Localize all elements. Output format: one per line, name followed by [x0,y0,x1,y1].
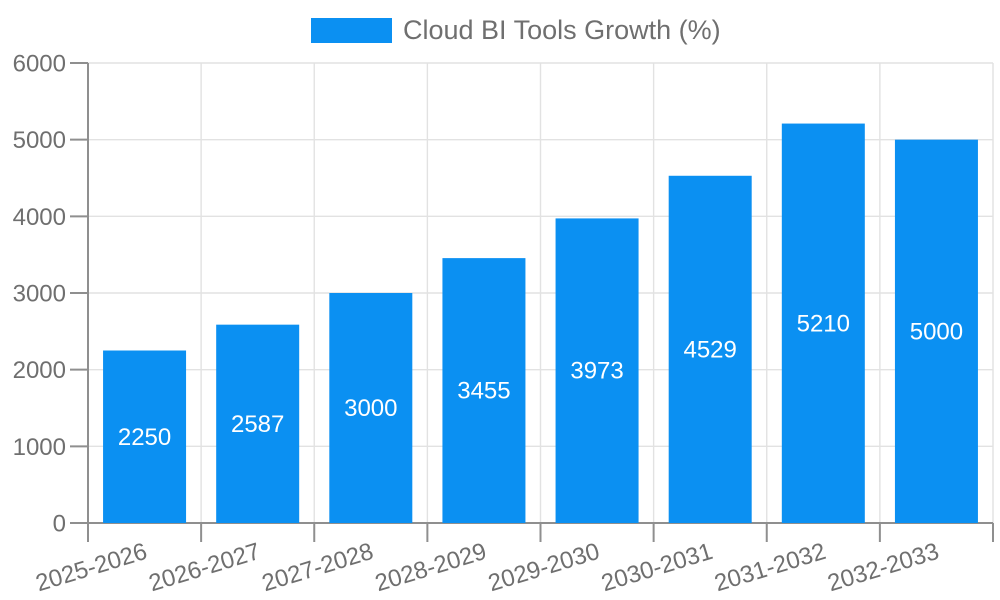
bar-value-label: 2250 [118,424,171,451]
bar-value-label: 5000 [910,318,963,345]
x-tick-label: 2025-2026 [33,538,151,597]
bar [781,123,865,524]
bar [103,350,187,523]
x-tick-label: 2027-2028 [259,538,377,597]
bar [442,258,526,523]
y-tick-label: 0 [53,511,66,538]
legend[interactable]: Cloud BI Tools Growth (%) [311,15,721,45]
x-tick-label: 2030-2031 [598,538,716,597]
legend-color-swatch [311,18,392,43]
x-tick-label: 2028-2029 [372,538,490,597]
y-tick-label: 4000 [13,204,66,231]
y-tick-label: 3000 [13,281,66,308]
bar [668,175,752,523]
bar [894,139,978,523]
y-tick-label: 5000 [13,127,66,154]
bar [555,218,639,524]
bar [329,293,413,523]
bar-value-label: 3000 [344,395,397,422]
y-tick-label: 1000 [13,434,66,461]
legend-label: Cloud BI Tools Growth (%) [403,15,721,45]
x-tick-label: 2031-2032 [711,538,829,597]
x-tick-label: 2029-2030 [485,538,603,597]
bar-value-label: 3455 [457,378,510,405]
y-tick-label: 2000 [13,357,66,384]
bar-value-label: 5210 [797,310,850,337]
bar-value-label: 4529 [683,336,736,363]
bar-value-label: 2587 [231,411,284,438]
bar [216,324,300,523]
x-tick-label: 2032-2033 [825,538,943,597]
y-tick-label: 6000 [13,51,66,78]
x-tick-label: 2026-2027 [146,538,264,597]
bar-value-label: 3973 [570,358,623,385]
